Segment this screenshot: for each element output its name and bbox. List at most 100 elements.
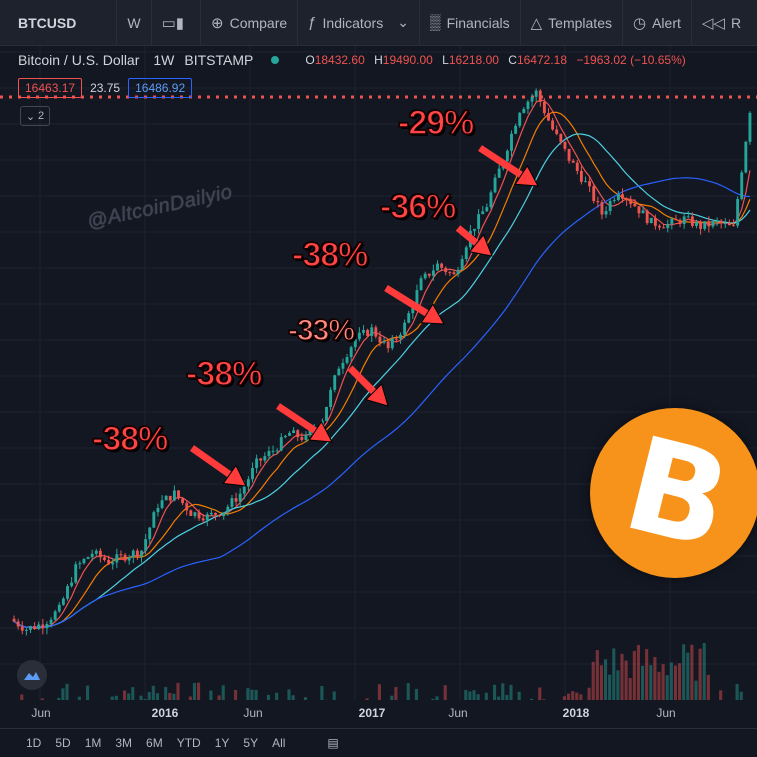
candle-body <box>82 558 86 564</box>
legend-interval: 1W <box>153 52 175 68</box>
candle-body <box>349 347 353 358</box>
volume-bar <box>164 687 168 700</box>
candle-body <box>325 406 328 421</box>
date-range-icon[interactable]: ▤ <box>327 736 339 750</box>
chart-style-button[interactable]: ▭▮ <box>152 0 201 46</box>
indicators-button[interactable]: ƒ Indicators ⌄ <box>298 0 420 46</box>
candle-body <box>473 228 476 231</box>
compare-button[interactable]: ⊕ Compare <box>201 0 299 46</box>
volume-bar <box>690 644 694 700</box>
candle-body <box>555 129 559 135</box>
drop-annotation-2: -38% <box>185 354 263 394</box>
candle-body <box>674 218 678 221</box>
arrow-2 <box>276 403 333 443</box>
volume-bar <box>472 690 476 700</box>
candle-body <box>131 550 135 558</box>
volume-bar <box>127 693 131 700</box>
candle-body <box>103 557 106 560</box>
timeframe-5d[interactable]: 5D <box>55 736 71 750</box>
volume-bar <box>501 683 505 700</box>
candle-body <box>271 450 275 452</box>
close-value: 16472.18 <box>516 53 567 67</box>
timeframe-5y[interactable]: 5Y <box>243 736 259 750</box>
x-tick: Jun <box>656 706 676 720</box>
candle-body <box>596 201 600 203</box>
candle-body <box>579 170 583 182</box>
candle-body <box>489 192 493 208</box>
candle-body <box>24 629 28 631</box>
volume-bar <box>168 692 172 700</box>
candle-body <box>604 211 608 215</box>
candle-body <box>374 327 378 337</box>
volume-bar <box>509 684 513 700</box>
candle-body <box>629 200 633 205</box>
volume-bar <box>197 682 201 700</box>
price-chart[interactable] <box>0 46 757 700</box>
volume-bar <box>443 685 447 700</box>
volume-bar <box>661 664 665 700</box>
candle-body <box>41 624 45 629</box>
volume-bar <box>571 691 575 700</box>
candle-body <box>584 181 587 183</box>
candle-body <box>57 604 61 612</box>
candle-body <box>637 206 641 214</box>
volume-bar <box>538 687 542 700</box>
volume-bar <box>678 663 682 700</box>
bid-price[interactable]: 16463.17 <box>18 78 83 98</box>
volume-bar <box>414 688 418 700</box>
candles-icon: ▭▮ <box>161 14 184 32</box>
timeframe-1y[interactable]: 1Y <box>214 736 230 750</box>
alert-button[interactable]: ◷ Alert <box>623 0 692 46</box>
timeframe-all[interactable]: All <box>272 736 286 750</box>
x-tick: Jun <box>448 706 468 720</box>
volume-bar <box>291 695 295 700</box>
candle-body <box>551 120 555 130</box>
candle-body <box>727 223 731 226</box>
bitcoin-logo: B <box>590 407 757 579</box>
tradingview-logo[interactable] <box>17 660 47 690</box>
financials-label: Financials <box>446 14 510 31</box>
candle-body <box>485 207 489 212</box>
candle-body <box>16 621 20 627</box>
timeframe-1m[interactable]: 1M <box>84 736 102 750</box>
low-label: L <box>442 53 449 67</box>
symbol-search-button[interactable]: BTCUSD <box>0 0 118 46</box>
indicators-collapse-button[interactable]: ⌄ 2 <box>20 106 50 126</box>
ask-price[interactable]: 16486.92 <box>128 78 193 98</box>
candle-body <box>444 267 448 273</box>
volume-bar <box>377 684 381 700</box>
candle-body <box>452 272 456 275</box>
candle-body <box>279 437 283 451</box>
candle-body <box>592 186 596 202</box>
candle-body <box>66 586 69 599</box>
candle-body <box>575 162 579 171</box>
volume-bar <box>591 661 595 700</box>
candle-body <box>263 456 267 461</box>
volume-bar <box>645 649 649 700</box>
replay-button[interactable]: ◁◁ R <box>692 0 751 46</box>
candle-body <box>86 557 90 559</box>
volume-bar <box>77 696 81 700</box>
volume-bar <box>484 692 488 700</box>
volume-bar <box>686 652 690 700</box>
moving-average-line-4 <box>13 177 750 628</box>
timeframe-6m[interactable]: 6M <box>146 736 163 750</box>
timeframe-3m[interactable]: 3M <box>115 736 133 750</box>
timeframe-ytd[interactable]: YTD <box>176 736 201 750</box>
time-axis[interactable]: Jun 2016 Jun 2017 Jun 2018 Jun <box>0 700 757 726</box>
timeframe-1d[interactable]: 1D <box>26 736 42 750</box>
interval-button[interactable]: W <box>117 0 152 46</box>
timeframe-bar: 1D 5D 1M 3M 6M YTD 1Y 5Y All ▤ <box>0 728 757 757</box>
bitcoin-symbol: B <box>611 407 745 579</box>
arrow-5 <box>455 225 493 257</box>
volume-bar <box>575 692 579 700</box>
volume-bar <box>40 698 44 700</box>
templates-button[interactable]: △ Templates <box>521 0 623 46</box>
candle-body <box>399 334 402 339</box>
volume-bar <box>86 685 90 700</box>
financials-button[interactable]: ▒ Financials <box>420 0 521 46</box>
volume-bar <box>669 662 673 700</box>
replay-label: R <box>730 14 742 31</box>
volume-bar <box>632 650 636 700</box>
interval-label: W <box>127 14 141 31</box>
